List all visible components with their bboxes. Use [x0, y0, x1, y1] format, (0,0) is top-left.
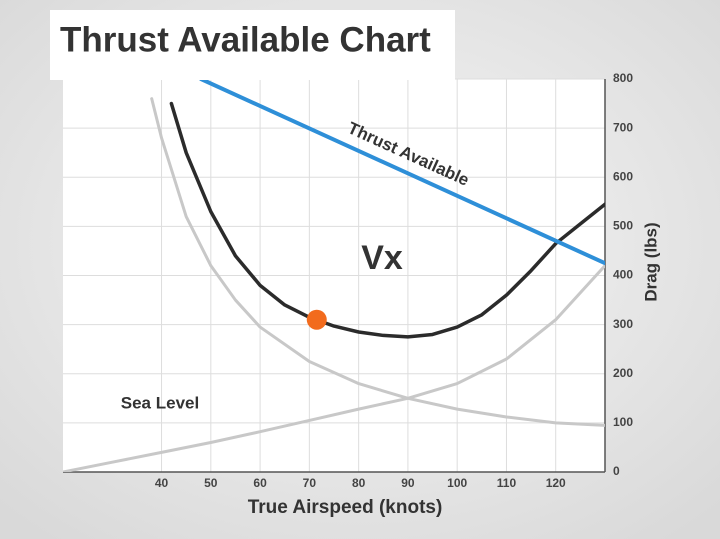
annotation: Sea Level — [121, 393, 199, 412]
y-tick-label: 0 — [613, 464, 620, 478]
vx-point — [306, 309, 327, 330]
x-axis-label: True Airspeed (knots) — [248, 497, 443, 518]
series-line — [169, 101, 605, 339]
y-axis-label: Drag (lbs) — [641, 222, 660, 301]
y-tick-label: 200 — [613, 366, 633, 380]
x-tick-label: 100 — [447, 476, 467, 490]
series-line — [150, 97, 605, 427]
y-tick-label: 100 — [613, 415, 633, 429]
y-tick-label: 600 — [613, 169, 633, 183]
y-tick-label: 300 — [613, 317, 633, 331]
y-tick-label: 400 — [613, 268, 633, 282]
x-tick-label: 70 — [303, 476, 317, 490]
x-tick-label: 110 — [497, 476, 517, 490]
chart-title: Thrust Available Chart — [60, 20, 431, 59]
y-tick-label: 800 — [613, 71, 633, 85]
y-tick-label: 700 — [613, 120, 633, 134]
x-tick-label: 40 — [155, 476, 169, 490]
x-tick-label: 60 — [253, 476, 267, 490]
title-band — [50, 10, 455, 80]
x-tick-label: 120 — [546, 476, 566, 490]
x-tick-label: 80 — [352, 476, 366, 490]
x-tick-label: 50 — [204, 476, 218, 490]
series-line — [63, 264, 605, 472]
series-line — [198, 79, 605, 266]
point-label: Vx — [361, 239, 403, 277]
x-tick-label: 90 — [401, 476, 415, 490]
y-tick-label: 500 — [613, 219, 633, 233]
